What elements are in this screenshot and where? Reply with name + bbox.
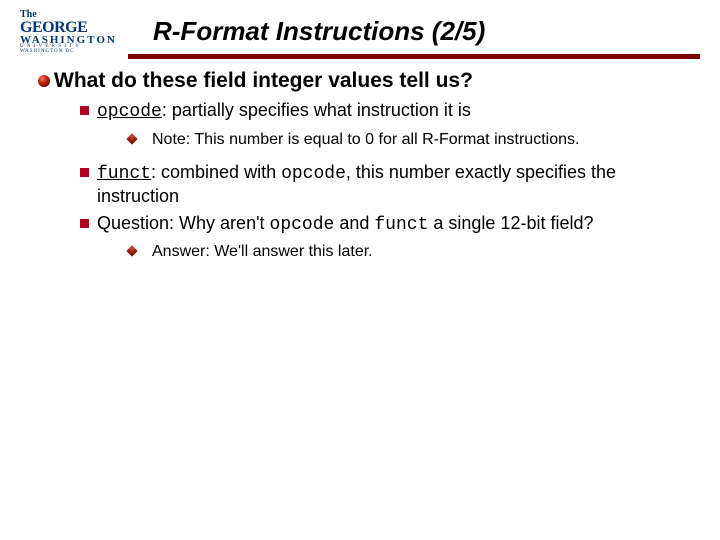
code-term: funct [374,215,428,235]
list-item: opcode: partially specifies what instruc… [80,99,700,124]
sub-item-text: Answer: We'll answer this later. [152,242,373,261]
logo-line5: WASHINGTON DC [20,50,115,55]
sub-list-item: Note: This number is equal to 0 for all … [128,130,700,149]
square-bullet-icon [80,106,89,115]
sub-list-item: Answer: We'll answer this later. [128,242,700,261]
code-term: opcode [281,164,346,184]
heading-item: What do these field integer values tell … [38,69,700,93]
list-item: Question: Why aren't opcode and funct a … [80,212,700,237]
university-logo: The GEORGE WASHINGTON U N I V E R S I T … [20,10,115,52]
code-term: opcode [270,215,335,235]
item-text: Question: Why aren't opcode and funct a … [97,212,594,237]
diamond-bullet-icon [126,133,137,144]
list-item: funct: combined with opcode, this number… [80,161,700,208]
horizontal-rule [128,54,700,59]
logo-line2: GEORGE [20,20,115,35]
square-bullet-icon [80,219,89,228]
slide: The GEORGE WASHINGTON U N I V E R S I T … [0,0,720,540]
heading-text: What do these field integer values tell … [54,69,473,93]
sphere-bullet-icon [38,75,50,87]
diamond-bullet-icon [126,246,137,257]
code-term: opcode [97,102,162,122]
slide-title: R-Format Instructions (2/5) [153,16,485,47]
square-bullet-icon [80,168,89,177]
item-text: funct: combined with opcode, this number… [97,161,700,208]
content: What do these field integer values tell … [20,69,700,261]
item-text: opcode: partially specifies what instruc… [97,99,471,124]
header: The GEORGE WASHINGTON U N I V E R S I T … [20,10,700,52]
sub-item-text: Note: This number is equal to 0 for all … [152,130,579,149]
code-term: funct [97,164,151,184]
